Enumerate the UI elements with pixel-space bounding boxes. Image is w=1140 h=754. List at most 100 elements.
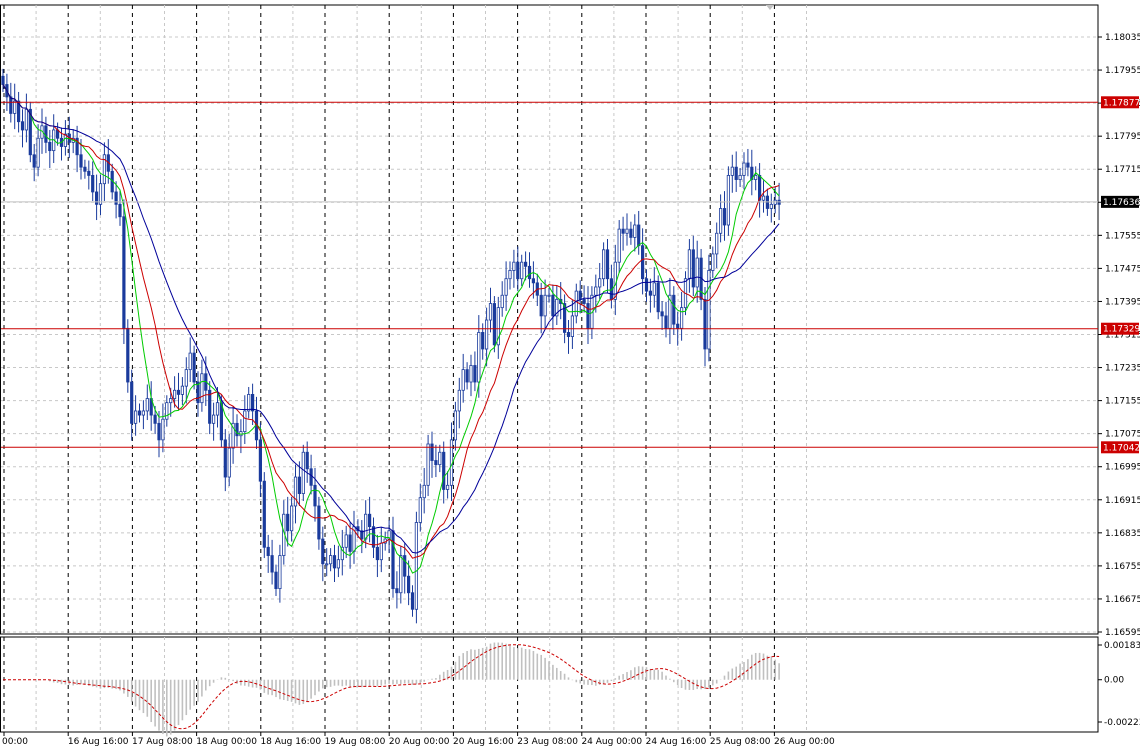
- time-tick-label: 19 Aug 08:00: [325, 737, 386, 747]
- current-price-label: 1.17636: [1103, 198, 1140, 208]
- candle-body: [453, 410, 458, 441]
- candle-body: [481, 332, 485, 350]
- candle-body: [336, 559, 341, 569]
- candle-body: [395, 588, 399, 594]
- candle-body: [157, 422, 161, 441]
- candle-body: [539, 294, 543, 317]
- candle-body: [691, 249, 695, 288]
- time-tick-label: 24 Aug 00:00: [581, 737, 642, 747]
- candle-body: [367, 513, 372, 528]
- candle-body: [297, 476, 302, 494]
- candle-body: [715, 232, 719, 255]
- candle-body: [629, 228, 633, 238]
- candle-body: [286, 513, 290, 532]
- candle-body: [418, 497, 422, 523]
- candle-body: [9, 96, 13, 114]
- candle-body: [399, 555, 403, 594]
- candle-body: [215, 402, 220, 416]
- candle-body: [184, 369, 188, 387]
- candle-body: [434, 460, 438, 466]
- price-tick-label: 1.17315: [1105, 331, 1140, 341]
- candle-body: [36, 137, 40, 168]
- candle-body: [250, 394, 255, 412]
- candle-body: [492, 303, 497, 346]
- candle-body: [598, 278, 602, 288]
- candle-body: [200, 373, 204, 404]
- candle-body: [570, 315, 575, 337]
- candle-body: [438, 451, 442, 466]
- candle-body: [504, 278, 508, 296]
- candle-body: [563, 303, 567, 333]
- candle-body: [309, 468, 313, 486]
- candle-body: [321, 538, 325, 565]
- candle-body: [293, 476, 298, 507]
- candle-body: [332, 555, 337, 569]
- candle-body: [83, 166, 87, 172]
- candle-body: [114, 191, 118, 205]
- moving-average-line: [2, 84, 780, 554]
- candle-body: [305, 451, 309, 470]
- price-tick-label: 1.17235: [1105, 364, 1140, 374]
- price-axis: 1.180351.179551.178751.177951.177151.176…: [1098, 33, 1140, 728]
- candle-body: [652, 282, 656, 296]
- candle-body: [430, 443, 434, 461]
- osc-tick-label: 0.00: [1104, 676, 1124, 686]
- candle-body: [165, 402, 169, 420]
- candle-body: [644, 278, 649, 292]
- candle-body: [746, 162, 750, 168]
- price-tick-label: 1.17475: [1105, 264, 1140, 274]
- candle-body: [153, 414, 157, 424]
- oscillator-pane[interactable]: [0, 636, 1099, 737]
- level-marker: [1101, 441, 1139, 454]
- candle-body: [769, 203, 773, 209]
- candle-body: [711, 253, 715, 271]
- price-pane[interactable]: [0, 4, 1099, 635]
- osc-tick-label: -0.00223: [1104, 718, 1140, 728]
- candle-body: [196, 381, 200, 404]
- price-tick-label: 1.16595: [1105, 628, 1140, 638]
- price-tick-label: 1.18035: [1105, 33, 1140, 43]
- candle-body: [625, 228, 629, 234]
- candle-body: [258, 439, 263, 482]
- candle-body: [754, 175, 758, 180]
- candle-body: [555, 298, 559, 317]
- price-tick-label: 1.16835: [1105, 529, 1140, 539]
- candle-body: [520, 261, 524, 280]
- price-tick-label: 1.16675: [1105, 595, 1140, 605]
- candle-body: [91, 175, 95, 193]
- candle-body: [547, 294, 551, 297]
- candle-body: [488, 303, 493, 321]
- candle-body: [586, 303, 590, 329]
- time-axis: 00:00 16 Aug 16:00 17 Aug 08:00 18 Aug 00:0…: [2, 732, 835, 747]
- candle-body: [473, 365, 477, 383]
- time-tick-label: 24 Aug 16:00: [646, 737, 707, 747]
- candle-body: [484, 319, 489, 350]
- price-tick-label: 1.17075: [1105, 430, 1140, 440]
- candle-body: [672, 294, 676, 325]
- candle-body: [676, 323, 680, 329]
- candle-body: [734, 166, 738, 180]
- candle-body: [325, 563, 329, 566]
- candle-body: [641, 245, 645, 280]
- candle-body: [687, 249, 692, 280]
- candle-body: [313, 484, 317, 507]
- candle-body: [122, 216, 126, 329]
- candle-body: [422, 484, 426, 499]
- candle-body: [500, 294, 504, 309]
- candle-body: [664, 315, 668, 329]
- candle-body: [477, 332, 481, 383]
- time-tick-label: 17 Aug 08:00: [132, 737, 193, 747]
- candle-body: [79, 154, 83, 168]
- candle-body: [317, 505, 321, 540]
- candle-body: [180, 385, 184, 395]
- candle-body: [680, 307, 684, 329]
- candle-body: [344, 534, 348, 548]
- price-tick-label: 1.17395: [1105, 297, 1140, 307]
- candle-body: [633, 224, 637, 238]
- candle-body: [512, 261, 516, 271]
- candle-body: [516, 261, 520, 280]
- candle-body: [169, 398, 173, 404]
- candle-body: [457, 389, 461, 412]
- candle-body: [391, 530, 395, 590]
